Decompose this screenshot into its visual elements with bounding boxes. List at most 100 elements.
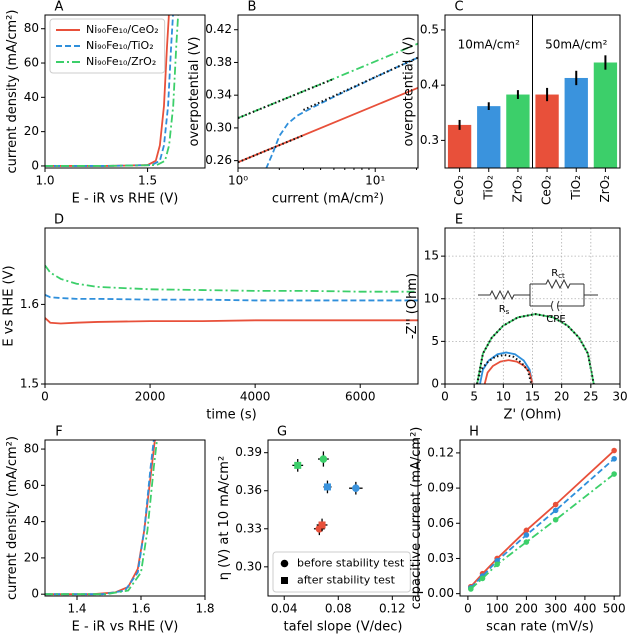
x-axis-label: scan rate (mV/s) <box>486 620 594 635</box>
x-tick-label: 0.12 <box>379 602 406 616</box>
data-line <box>45 15 174 167</box>
panel-letter: A <box>55 0 64 15</box>
data-line <box>470 458 615 589</box>
x-tick-label: 400 <box>573 602 596 616</box>
x-tick-label: CeO₂ <box>540 175 554 205</box>
panel-letter: G <box>277 425 287 440</box>
y-tick-label: 40 <box>24 514 39 528</box>
x-tick-label: 0.04 <box>271 602 298 616</box>
bar <box>447 124 472 168</box>
data-line <box>476 313 595 384</box>
y-tick-label: 0.26 <box>205 153 232 167</box>
data-point <box>479 575 486 582</box>
circuit-label-sub: ct <box>558 272 565 280</box>
data-point <box>611 447 617 454</box>
y-axis-label: current density (mA/cm²) <box>5 10 20 174</box>
x-tick-label: 1.6 <box>131 602 150 616</box>
data-line <box>45 294 418 302</box>
y-axis-label: capacitive current (mA/cm²) <box>409 427 424 610</box>
circuit-label-main: R <box>551 268 558 279</box>
circuit-label: Rct <box>551 268 565 280</box>
y-axis-label: -Z'' (Ohm) <box>405 273 420 339</box>
x-tick-label: TiO₂ <box>481 175 495 201</box>
circuit-label-sub: s <box>506 308 510 316</box>
data-point <box>468 586 474 592</box>
y-tick-label: 60 <box>24 56 39 70</box>
data-line <box>476 313 595 384</box>
axes-frame <box>44 14 206 169</box>
bar <box>593 62 618 168</box>
axes-frame <box>237 14 419 169</box>
panel-letter: F <box>55 425 62 440</box>
data-line <box>476 354 533 384</box>
x-tick-label: 0 <box>464 602 472 616</box>
y-tick-label: 80 <box>24 442 39 456</box>
y-tick-label: 0.38 <box>205 55 232 69</box>
data-point <box>523 532 530 538</box>
panel-letter: H <box>469 425 479 440</box>
x-axis-label: time (s) <box>206 408 256 423</box>
bar <box>564 77 588 168</box>
y-tick-label: 1.5 <box>20 377 39 391</box>
plot-area <box>476 313 595 384</box>
x-tick-label: 4000 <box>240 390 271 404</box>
y-tick-label: 20 <box>24 550 39 564</box>
x-tick-label: ZrO₂ <box>598 175 612 203</box>
data-line <box>45 440 156 596</box>
legend-label: before stability test <box>297 557 405 570</box>
axes-frame <box>44 227 419 385</box>
y-tick-label: 15 <box>424 249 439 263</box>
bar <box>506 94 530 168</box>
y-tick-label: 0.5 <box>420 22 439 36</box>
data-line <box>470 473 615 590</box>
data-point <box>352 484 360 492</box>
y-tick-label: 80 <box>24 21 39 35</box>
y-tick-label: 0.12 <box>427 445 454 459</box>
data-point <box>319 455 328 463</box>
axes-frame <box>44 439 206 597</box>
bar <box>477 106 501 168</box>
data-point <box>523 539 530 545</box>
y-tick-label: 0.3 <box>420 133 439 147</box>
y-tick-label: 0.30 <box>205 120 232 134</box>
circuit-label: Rs <box>499 304 510 316</box>
axes-frame <box>444 14 621 169</box>
circuit-label-main: R <box>499 304 506 315</box>
y-tick-label: 0.42 <box>205 22 232 36</box>
legend-label: after stability test <box>297 574 396 587</box>
y-axis-label: overpotential (V) <box>187 37 202 147</box>
x-tick-label: TiO₂ <box>569 175 583 201</box>
y-tick-label: 1.6 <box>20 297 39 311</box>
x-tick-label: 25 <box>583 390 598 404</box>
y-axis-label: current density (mA/cm²) <box>5 436 20 600</box>
data-line <box>45 317 418 325</box>
data-point <box>494 561 500 568</box>
x-tick-label: 15 <box>525 390 540 404</box>
data-line <box>303 56 418 111</box>
plot-area <box>468 447 617 592</box>
panel-letter: E <box>455 213 463 228</box>
legend-frame <box>49 18 166 74</box>
data-line <box>479 351 534 384</box>
data-point <box>552 516 559 523</box>
x-tick-label: CeO₂ <box>452 175 466 205</box>
plot-area <box>45 440 158 596</box>
panel-letter: C <box>454 0 463 15</box>
x-axis-label: Z' (Ohm) <box>504 408 562 423</box>
y-tick-label: 0 <box>431 377 439 391</box>
plot-area <box>45 15 180 167</box>
data-line <box>45 15 180 167</box>
data-point <box>523 527 530 534</box>
legend-marker <box>280 559 289 568</box>
y-axis-label: E vs RHE (V) <box>1 265 16 346</box>
y-tick-label: 0 <box>31 587 39 601</box>
x-tick-label: 500 <box>603 602 626 616</box>
plot-area <box>45 264 418 325</box>
y-tick-label: 40 <box>24 90 39 104</box>
legend-frame <box>272 551 411 593</box>
y-tick-label: 60 <box>24 478 39 492</box>
x-tick-label: 10¹ <box>365 174 385 188</box>
x-tick-label: 1.0 <box>35 174 54 188</box>
x-tick-label: 10⁰ <box>228 174 248 188</box>
